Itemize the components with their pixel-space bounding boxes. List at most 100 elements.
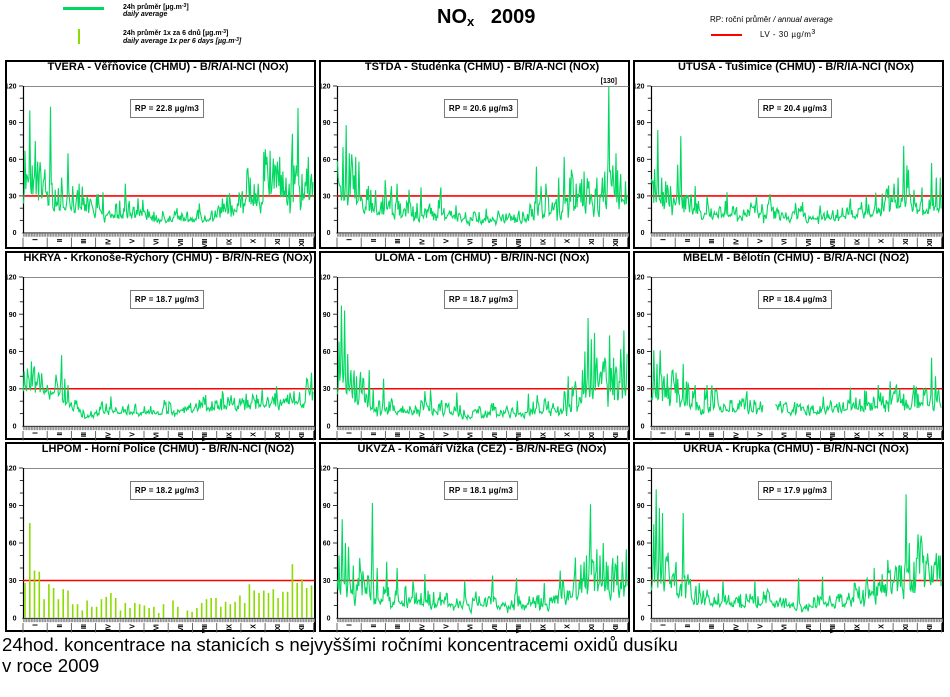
svg-text:VI: VI — [154, 239, 161, 245]
svg-text:60: 60 — [9, 541, 17, 548]
svg-text:XII: XII — [927, 239, 934, 247]
svg-text:XI: XI — [589, 239, 596, 245]
svg-text:V: V — [444, 624, 451, 629]
svg-text:III: III — [395, 624, 402, 629]
svg-text:V: V — [130, 432, 137, 437]
svg-text:X: X — [565, 624, 572, 629]
svg-text:IX: IX — [854, 432, 861, 439]
svg-text:IX: IX — [226, 432, 233, 439]
svg-text:30: 30 — [9, 386, 17, 393]
svg-text:60: 60 — [637, 157, 645, 164]
svg-text:IX: IX — [854, 624, 861, 631]
svg-text:0: 0 — [327, 230, 331, 237]
svg-text:X: X — [251, 432, 258, 437]
svg-text:30: 30 — [9, 193, 17, 200]
svg-text:[130]: [130] — [601, 78, 617, 85]
svg-text:V: V — [758, 432, 765, 437]
svg-text:VIII: VIII — [830, 239, 837, 248]
svg-text:0: 0 — [327, 424, 331, 431]
svg-text:VI: VI — [468, 432, 475, 438]
svg-text:III: III — [81, 624, 88, 629]
svg-text:VIII: VIII — [830, 432, 837, 441]
svg-text:V: V — [444, 432, 451, 437]
svg-text:VI: VI — [468, 624, 475, 630]
svg-text:XII: XII — [299, 432, 306, 440]
svg-text:30: 30 — [637, 578, 645, 585]
svg-text:II: II — [685, 239, 692, 243]
svg-text:0: 0 — [641, 616, 645, 623]
svg-text:0: 0 — [13, 230, 17, 237]
svg-text:X: X — [879, 432, 886, 437]
svg-text:XII: XII — [927, 624, 934, 632]
svg-text:XII: XII — [613, 432, 620, 440]
svg-text:V: V — [758, 238, 765, 243]
svg-text:III: III — [709, 624, 716, 629]
svg-text:120: 120 — [633, 466, 645, 473]
svg-text:V: V — [130, 238, 137, 243]
svg-text:IV: IV — [419, 624, 426, 631]
svg-text:60: 60 — [323, 157, 331, 164]
svg-text:90: 90 — [9, 503, 17, 510]
svg-text:60: 60 — [9, 349, 17, 356]
svg-text:IX: IX — [540, 432, 547, 439]
svg-text:III: III — [81, 432, 88, 437]
svg-text:XII: XII — [927, 432, 934, 440]
svg-text:II: II — [685, 624, 692, 628]
svg-text:120: 120 — [5, 466, 17, 473]
svg-text:120: 120 — [633, 84, 645, 91]
svg-text:III: III — [709, 432, 716, 437]
svg-text:IX: IX — [854, 238, 861, 245]
svg-text:120: 120 — [5, 275, 17, 282]
svg-text:III: III — [81, 239, 88, 244]
svg-text:60: 60 — [637, 349, 645, 356]
svg-text:I: I — [347, 239, 354, 241]
svg-text:XI: XI — [903, 432, 910, 438]
svg-text:IX: IX — [540, 238, 547, 245]
svg-text:X: X — [251, 624, 258, 629]
svg-text:I: I — [33, 239, 40, 241]
svg-text:VII: VII — [178, 432, 185, 440]
svg-text:120: 120 — [319, 275, 331, 282]
svg-text:II: II — [685, 432, 692, 436]
svg-text:I: I — [661, 239, 668, 241]
svg-text:30: 30 — [637, 386, 645, 393]
svg-text:60: 60 — [637, 541, 645, 548]
svg-text:VIII: VIII — [516, 432, 523, 441]
svg-text:30: 30 — [323, 386, 331, 393]
svg-text:VI: VI — [782, 624, 789, 630]
svg-text:90: 90 — [323, 120, 331, 127]
svg-text:II: II — [57, 624, 64, 628]
svg-text:VI: VI — [782, 239, 789, 245]
svg-text:V: V — [758, 624, 765, 629]
svg-text:120: 120 — [319, 84, 331, 91]
svg-text:VII: VII — [178, 624, 185, 632]
svg-text:XI: XI — [275, 624, 282, 630]
svg-text:II: II — [371, 432, 378, 436]
svg-text:0: 0 — [641, 424, 645, 431]
svg-text:XI: XI — [903, 239, 910, 245]
svg-text:IV: IV — [733, 624, 740, 631]
svg-text:IX: IX — [226, 624, 233, 631]
svg-text:VI: VI — [782, 432, 789, 438]
svg-text:90: 90 — [323, 312, 331, 319]
svg-text:30: 30 — [323, 193, 331, 200]
svg-text:IX: IX — [540, 624, 547, 631]
svg-text:120: 120 — [5, 84, 17, 91]
svg-text:0: 0 — [13, 616, 17, 623]
svg-text:X: X — [879, 624, 886, 629]
svg-text:IV: IV — [105, 432, 112, 439]
svg-text:I: I — [33, 432, 40, 434]
svg-text:VII: VII — [806, 624, 813, 632]
svg-text:II: II — [57, 432, 64, 436]
svg-text:90: 90 — [637, 503, 645, 510]
svg-text:III: III — [395, 432, 402, 437]
svg-text:30: 30 — [323, 578, 331, 585]
svg-text:VIII: VIII — [202, 432, 209, 441]
svg-text:VII: VII — [492, 239, 499, 247]
svg-text:XII: XII — [613, 239, 620, 247]
svg-text:60: 60 — [9, 157, 17, 164]
svg-text:III: III — [395, 239, 402, 244]
svg-text:XI: XI — [589, 624, 596, 630]
svg-text:VIII: VIII — [830, 624, 837, 633]
svg-text:VII: VII — [178, 239, 185, 247]
